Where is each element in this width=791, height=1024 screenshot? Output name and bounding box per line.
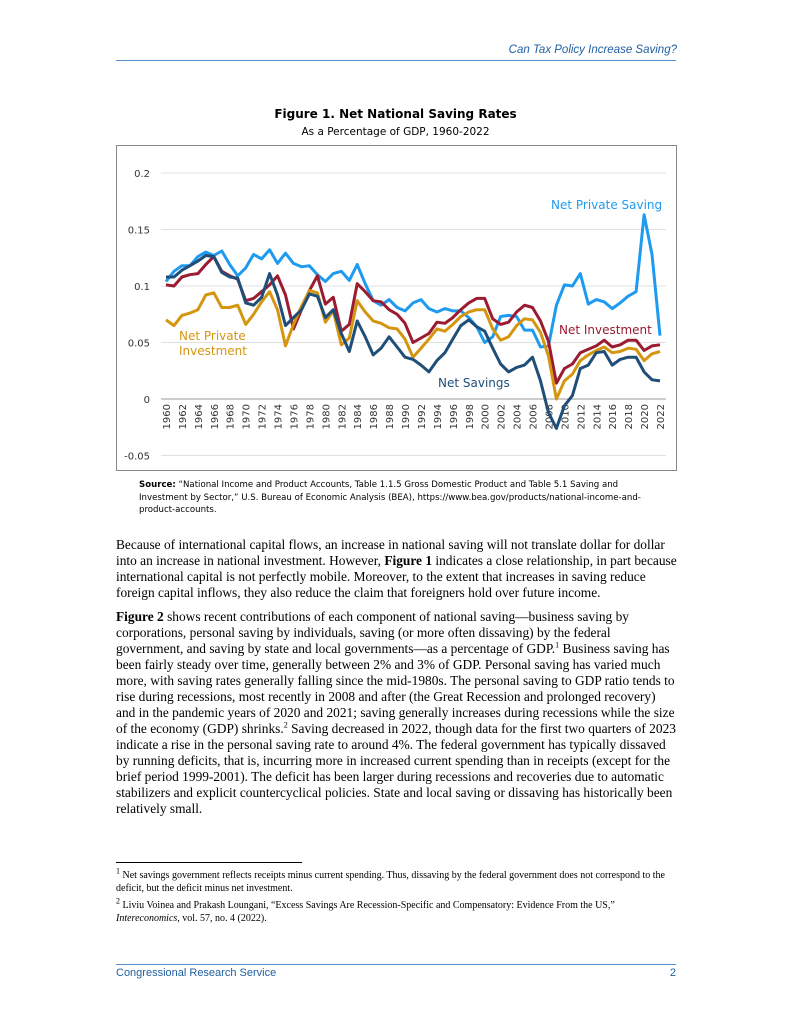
paragraph-1: Because of international capital flows, … [116,537,678,601]
x-tick-label: 1976 [289,404,300,429]
figure-subtitle: As a Percentage of GDP, 1960-2022 [301,126,490,138]
text: Saving decreased in 2022, though data fo… [116,721,676,816]
x-tick-label: 2000 [481,404,492,429]
footnote-number: 2 [116,896,120,906]
y-tick-label: 0.1 [134,282,150,293]
x-tick-label: 1984 [353,404,364,429]
x-tick-label: 2010 [560,404,571,429]
series-label: Net Private Saving [551,198,662,212]
series-line-net-private-investment [165,289,661,401]
x-tick-label: 2006 [529,404,540,429]
series-line-net-savings [166,254,661,430]
figure-ref: Figure 1 [384,553,433,568]
figure-source: Source: “National Income and Product Acc… [139,479,659,517]
footnote-text: Liviu Voinea and Prakash Loungani, “Exce… [120,900,615,911]
x-tick-label: 1970 [242,404,253,429]
x-tick-label: 1986 [369,404,380,429]
chart-frame: 0.2 0.15 0.1 0.05 0 -0.05 1960 1962 1964 1966 1968… [116,145,677,471]
footer-divider [116,964,676,965]
x-tick-label: 2016 [608,404,619,429]
text: Because of international capital flows, … [116,537,665,568]
footnote-text: , vol. 57, no. 4 (2022). [177,913,267,924]
page-number: 2 [669,967,676,979]
x-tick-label: 1994 [433,404,444,429]
source-label: Source: [139,480,176,490]
footnote-1: 1 Net savings government reflects receip… [116,866,678,895]
paragraph-2: Figure 2 shows recent contributions of e… [116,609,678,817]
x-tick-label: 1978 [305,404,316,429]
x-tick-label: 1980 [321,404,332,429]
y-tick-label: 0.15 [128,226,150,237]
x-tick-label: 2004 [513,404,524,429]
y-tick-label: -0.05 [124,452,150,463]
x-tick-label: 1982 [337,404,348,429]
series-label: Net Investment [559,323,652,337]
footer-org: Congressional Research Service [116,967,277,979]
footnote-text: Net savings government reflects receipts… [116,870,665,894]
footnote-ref[interactable]: 1 [555,640,560,650]
x-tick-label: 1968 [226,404,237,429]
text: indicates a close relationship, in part … [116,553,677,600]
y-tick-label: 0 [144,395,150,406]
x-tick-label: 1960 [162,404,173,429]
x-tick-label: 2020 [640,404,651,429]
series-line-net-investment [165,255,661,385]
line-chart: 0.2 0.15 0.1 0.05 0 -0.05 1960 1962 1964 1966 1968… [124,169,667,463]
footnote-ref[interactable]: 2 [283,720,288,730]
x-tick-label: 1974 [274,404,285,429]
running-header: Can Tax Policy Increase Saving? [508,44,677,56]
y-tick-label: 0.2 [134,169,150,180]
x-tick-label: 1966 [210,404,221,429]
x-tick-label: 1972 [258,404,269,429]
series-label: Net Savings [438,376,510,390]
x-tick-label: 1996 [449,404,460,429]
x-tick-label: 2022 [656,404,667,429]
x-tick-label: 1964 [194,404,205,429]
footnote-2: 2 Liviu Voinea and Prakash Loungani, “Ex… [116,896,678,925]
footnote-divider [116,862,302,863]
series-label: Net Private [179,329,246,343]
header-divider [116,60,676,61]
x-tick-label: 2002 [497,404,508,429]
footnotes: 1 Net savings government reflects receip… [116,866,678,929]
body-text: Because of international capital flows, … [116,537,678,825]
figure-title: Figure 1. Net National Saving Rates [274,107,517,121]
figure-ref: Figure 2 [116,609,164,624]
x-tick-label: 1990 [401,404,412,429]
x-tick-label: 1992 [417,404,428,429]
source-text: “National Income and Product Accounts, T… [139,480,641,515]
text: Business saving has been fairly steady o… [116,641,675,736]
series-label: Investment [179,344,247,358]
x-tick-label: 1998 [465,404,476,429]
x-tick-label: 2012 [576,404,587,429]
y-tick-label: 0.05 [128,339,150,350]
x-tick-label: 1988 [385,404,396,429]
x-tick-label: 2014 [592,404,603,429]
x-tick-label: 2018 [624,404,635,429]
x-tick-label: 1962 [178,404,189,429]
series-line-net-private-saving [164,213,662,349]
text: shows recent contributions of each compo… [116,609,629,656]
journal-name: Intereconomics [116,913,178,924]
footnote-number: 1 [116,866,120,876]
